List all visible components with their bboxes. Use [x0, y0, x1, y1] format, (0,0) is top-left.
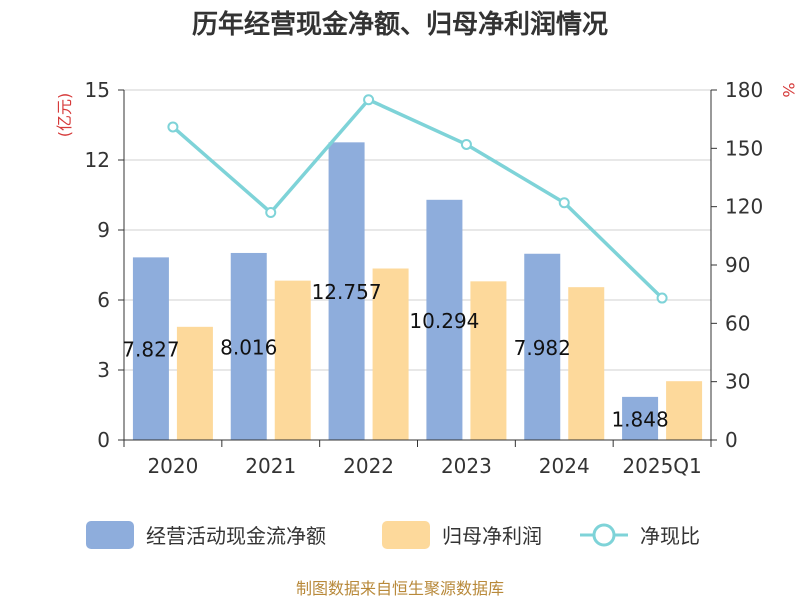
bar-net-profit-2022: [372, 268, 409, 440]
left-tick-label: 12: [85, 148, 110, 172]
bars: [132, 142, 703, 440]
ratio-point-2021: [265, 207, 277, 218]
data-label-cashflow-2024: 7.982: [514, 336, 571, 360]
ratio-point-2024: [558, 197, 570, 209]
right-tick-label: 150: [725, 136, 763, 160]
legend: 经营活动现金流净额 归母净利润 净现比: [86, 521, 700, 549]
bar-cashflow-2023: [426, 199, 463, 440]
right-tick-label: 120: [725, 195, 763, 219]
x-tick-label: 2025Q1: [622, 454, 701, 478]
x-tick-label: 2021: [245, 454, 296, 478]
right-tick-label: 180: [725, 78, 763, 102]
left-tick-label: 15: [85, 78, 110, 102]
x-tick-label: 2022: [343, 454, 394, 478]
right-axis-ticks: 0 30 60 90 120 150 180: [711, 78, 763, 452]
legend-label-cashflow: 经营活动现金流净额: [146, 524, 326, 548]
data-label-cashflow-2025Q1: 1.848: [611, 407, 668, 431]
ratio-point-2020: [167, 121, 179, 133]
right-tick-label: 30: [725, 370, 750, 394]
bar-cashflow-2020: [132, 257, 169, 440]
data-labels: 7.827 8.016 12.757 10.294 7.982 1.848: [122, 280, 668, 431]
legend-marker-ratio: [592, 523, 616, 547]
chart-title: 历年经营现金净额、归母净利润情况: [192, 9, 608, 40]
left-tick-label: 3: [97, 358, 110, 382]
data-label-cashflow-2023: 10.294: [409, 309, 479, 333]
ratio-point-2023: [460, 138, 472, 150]
bar-net-profit-2023: [470, 281, 507, 440]
x-tick-label: 2020: [147, 454, 198, 478]
x-axis-ticks: 2020 2021 2022 2023 2024 2025Q1: [123, 440, 712, 478]
ratio-line: [167, 94, 668, 304]
ratio-point-2025Q1: [656, 292, 668, 304]
legend-label-ratio: 净现比: [640, 524, 700, 548]
right-tick-label: 0: [725, 428, 738, 452]
left-axis-ticks: 0 3 6 9 12 15: [85, 78, 124, 452]
right-axis-unit: %: [779, 82, 798, 97]
legend-swatch-net-profit: [382, 521, 430, 549]
bar-cashflow-2022: [328, 142, 365, 440]
bar-cashflow-2024: [524, 253, 561, 440]
ratio-point-2022: [363, 94, 375, 106]
bar-net-profit-2024: [568, 287, 605, 440]
bar-net-profit-2021: [274, 280, 311, 440]
gridlines: [124, 89, 711, 371]
legend-label-net-profit: 归母净利润: [442, 524, 542, 548]
right-tick-label: 90: [725, 253, 750, 277]
legend-swatch-cashflow: [86, 521, 134, 549]
data-label-cashflow-2022: 12.757: [312, 280, 382, 304]
left-tick-label: 0: [97, 428, 110, 452]
ratio-series-line: [171, 97, 664, 300]
bar-cashflow-2021: [230, 252, 267, 440]
left-tick-label: 9: [97, 218, 110, 242]
bar-net-profit-2025Q1: [666, 381, 703, 440]
data-label-cashflow-2021: 8.016: [220, 335, 277, 359]
left-tick-label: 6: [97, 288, 110, 312]
left-axis-unit: (亿元): [55, 93, 74, 138]
source-note: 制图数据来自恒生聚源数据库: [296, 579, 504, 598]
data-label-cashflow-2020: 7.827: [122, 338, 179, 362]
x-tick-label: 2024: [539, 454, 590, 478]
x-tick-label: 2023: [441, 454, 492, 478]
bar-cashflow-2025Q1: [622, 396, 659, 440]
bar-net-profit-2020: [176, 326, 213, 440]
right-tick-label: 60: [725, 311, 750, 335]
